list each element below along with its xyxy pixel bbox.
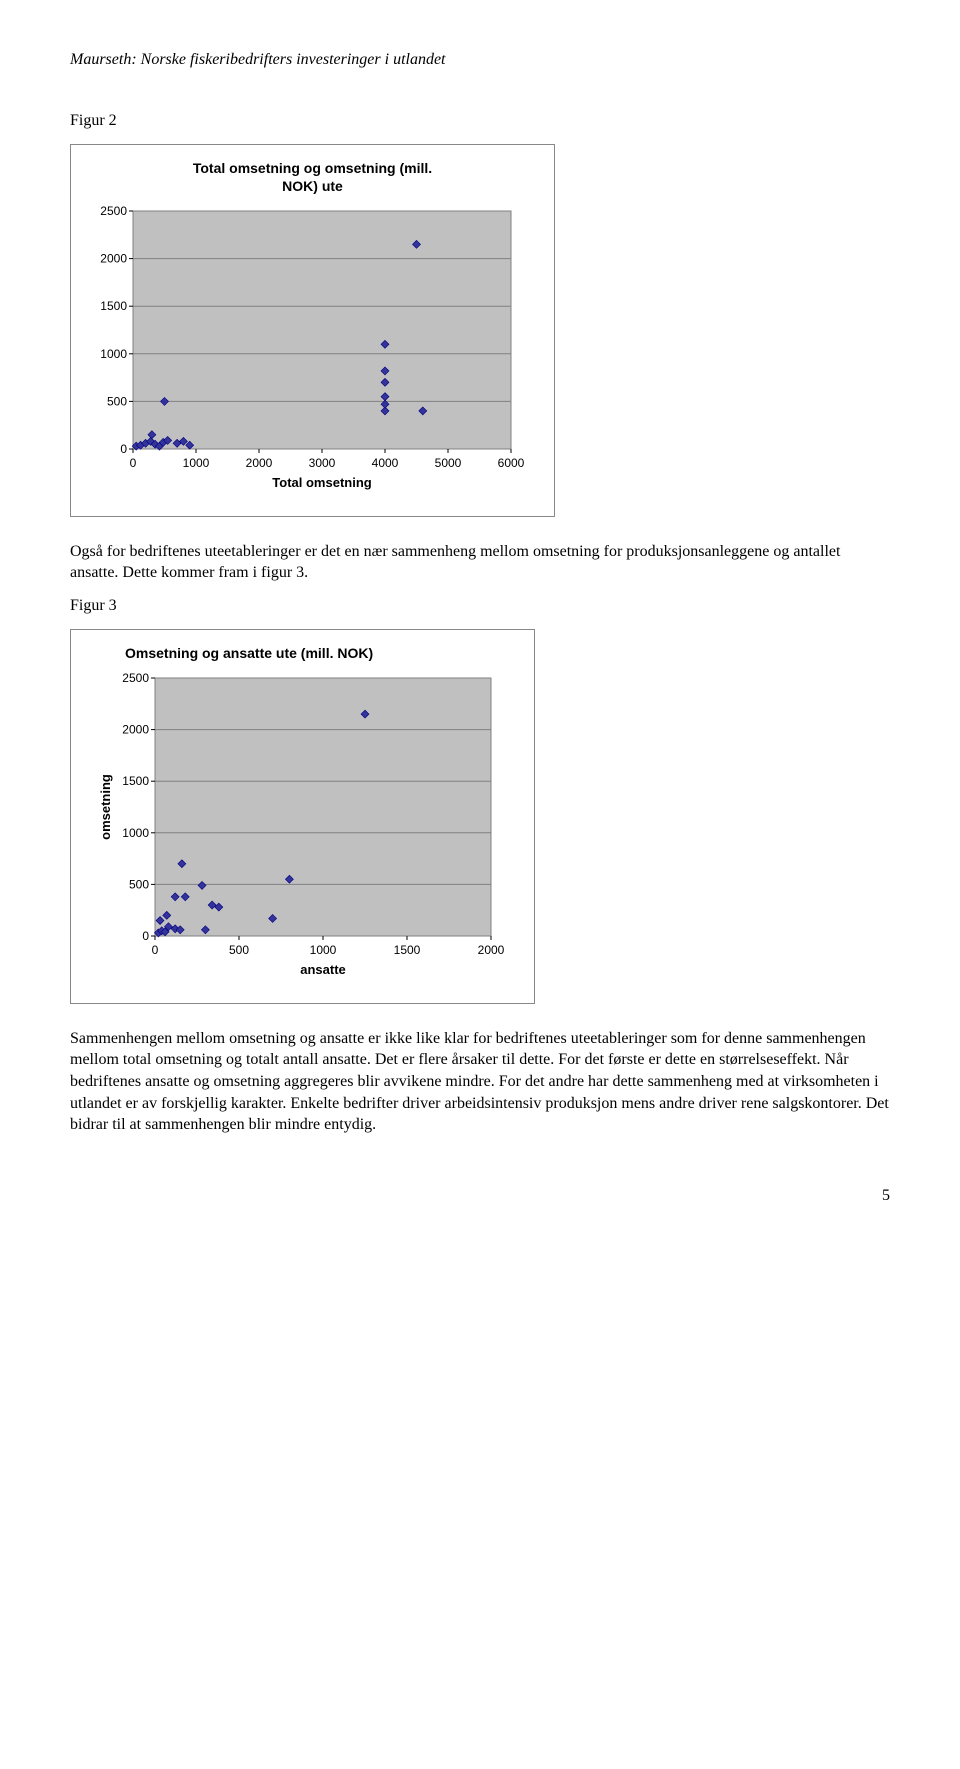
svg-text:1500: 1500	[122, 774, 149, 788]
svg-text:2000: 2000	[100, 252, 127, 266]
svg-text:1000: 1000	[183, 456, 210, 470]
svg-text:4000: 4000	[372, 456, 399, 470]
svg-text:0: 0	[130, 456, 137, 470]
svg-text:500: 500	[229, 943, 249, 957]
svg-text:0: 0	[152, 943, 159, 957]
svg-text:0: 0	[142, 929, 149, 943]
figure-3-label: Figur 3	[70, 596, 890, 617]
svg-text:1000: 1000	[100, 347, 127, 361]
svg-text:500: 500	[129, 877, 149, 891]
svg-text:500: 500	[107, 394, 127, 408]
svg-text:1500: 1500	[100, 299, 127, 313]
figure-2-title: Total omsetning og omsetning (mill. NOK)…	[85, 159, 540, 195]
paragraph-2: Sammenhengen mellom omsetning og ansatte…	[70, 1028, 890, 1136]
svg-text:2000: 2000	[246, 456, 273, 470]
svg-text:Total omsetning: Total omsetning	[272, 475, 371, 490]
figure-3-scatter: 0 500 1000 1500 2000 2500 0 500 1000 1500 2000 ansa…	[85, 672, 505, 982]
svg-text:0: 0	[120, 442, 127, 456]
svg-text:1000: 1000	[122, 826, 149, 840]
svg-text:ansatte: ansatte	[300, 962, 346, 977]
figure-2-label: Figur 2	[70, 111, 890, 132]
running-header: Maurseth: Norske fiskeribedrifters inves…	[70, 50, 890, 71]
svg-text:2000: 2000	[122, 723, 149, 737]
svg-text:1500: 1500	[394, 943, 421, 957]
figure-3-title: Omsetning og ansatte ute (mill. NOK)	[85, 644, 520, 662]
svg-text:2000: 2000	[478, 943, 505, 957]
page-number: 5	[70, 1186, 890, 1207]
svg-text:6000: 6000	[498, 456, 525, 470]
figure-2-scatter: 0 500 1000 1500 2000 2500 0 1000 2000 3000 4000 500…	[85, 205, 525, 495]
svg-text:omsetning: omsetning	[98, 774, 113, 840]
figure-3-chart-frame: Omsetning og ansatte ute (mill. NOK) 0 50…	[70, 629, 535, 1004]
svg-text:1000: 1000	[310, 943, 337, 957]
svg-text:2500: 2500	[100, 205, 127, 218]
paragraph-1: Også for bedriftenes uteetableringer er …	[70, 541, 890, 584]
svg-text:2500: 2500	[122, 672, 149, 685]
svg-text:5000: 5000	[435, 456, 462, 470]
figure-2-chart-frame: Total omsetning og omsetning (mill. NOK)…	[70, 144, 555, 517]
svg-text:3000: 3000	[309, 456, 336, 470]
